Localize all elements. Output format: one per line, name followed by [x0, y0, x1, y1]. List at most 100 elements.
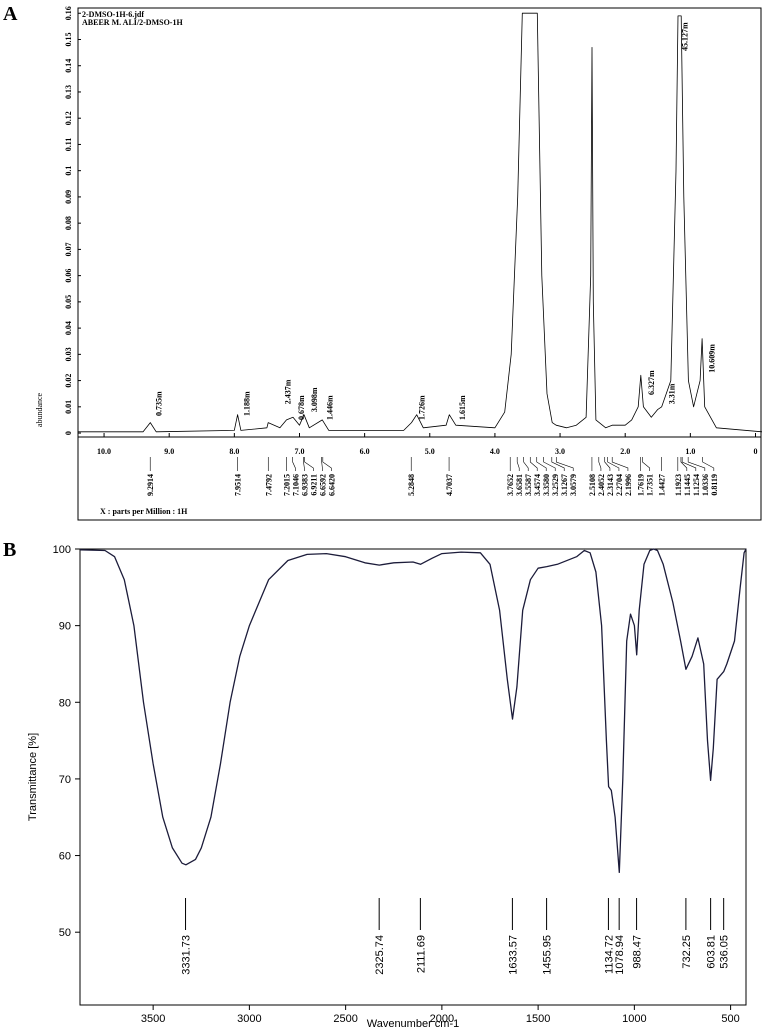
- y-tick-label: 0.13: [64, 85, 73, 99]
- x-tick-label: 500: [721, 1013, 739, 1025]
- peak-label: 732.25: [681, 935, 693, 969]
- integral-label: 3.31m: [668, 383, 677, 404]
- y-tick-label: 0.14: [64, 59, 73, 73]
- peak-label: 2.3143: [606, 474, 615, 496]
- peak-label: 4.7037: [445, 474, 454, 496]
- peak-label: 1.0336: [701, 474, 710, 496]
- y-tick-label: 50: [59, 927, 71, 939]
- x-tick-label: 9.0: [164, 447, 174, 456]
- peak-marker: [529, 457, 538, 471]
- peak-label: 1.7351: [646, 474, 655, 496]
- peak-marker: [555, 457, 574, 471]
- y-tick-label: 0.15: [64, 32, 73, 46]
- peak-label: 6.9211: [309, 474, 318, 496]
- plot-frame: [79, 548, 747, 1006]
- peak-label: 0.8119: [710, 474, 719, 496]
- panel-label: A: [3, 3, 18, 25]
- x-tick-label: 3500: [141, 1013, 165, 1025]
- x-axis-label: X : parts per Million : 1H: [100, 507, 188, 516]
- peak-label: 1.7619: [637, 474, 646, 496]
- peak-label: 2325.74: [374, 935, 386, 975]
- peak-label: 1.1923: [674, 474, 683, 496]
- x-axis-label: Wavenumber cm-1: [367, 1018, 460, 1030]
- spectrum-line: [78, 12, 762, 433]
- peak-label: 6.6420: [327, 474, 336, 496]
- x-tick-label: 3.0: [555, 447, 565, 456]
- peak-marker: [607, 457, 620, 471]
- x-tick-label: 5.0: [425, 447, 435, 456]
- peak-label: 6.9383: [300, 474, 309, 496]
- integral-label: 45.127m: [681, 22, 690, 51]
- peak-marker: [321, 457, 323, 471]
- x-tick-label: 8.0: [229, 447, 239, 456]
- peak-label: 988.47: [632, 935, 644, 969]
- y-tick-label: 0.05: [64, 295, 73, 309]
- peak-label: 2.2704: [615, 474, 624, 496]
- peak-label: 3.5587: [524, 474, 533, 496]
- peak-label: 6.6592: [318, 474, 327, 496]
- peak-label: 7.2015: [282, 474, 291, 496]
- peak-label: 3.4574: [533, 474, 542, 496]
- y-axis-label: abundance: [35, 392, 44, 427]
- peak-marker: [611, 457, 629, 471]
- peak-label: 1134.72: [603, 935, 615, 974]
- spectrum-line: [79, 548, 747, 874]
- integral-label: 1.726m: [418, 395, 427, 420]
- integral-label: 0.735m: [154, 391, 163, 416]
- peak-label: 3331.73: [181, 935, 193, 975]
- y-tick-label: 0.03: [64, 347, 73, 361]
- y-tick-label: 0.09: [64, 190, 73, 204]
- y-tick-label: 0.08: [64, 216, 73, 230]
- x-tick-label: 1.0: [685, 447, 695, 456]
- peak-label: 2.1996: [624, 474, 633, 496]
- peak-label: 3.6581: [515, 474, 524, 496]
- peak-label: 7.1046: [291, 474, 300, 496]
- y-tick-label: 70: [59, 774, 71, 786]
- peak-marker: [702, 457, 715, 471]
- peak-label: 7.9514: [234, 474, 243, 496]
- y-tick-label: 0.04: [64, 321, 73, 335]
- peak-label: 1633.57: [507, 935, 519, 975]
- integral-label: 10.609m: [707, 344, 716, 373]
- peak-marker: [642, 457, 651, 471]
- peak-label: 3.2529: [551, 474, 560, 496]
- peak-marker: [304, 457, 314, 471]
- integral-label: 3.098m: [310, 387, 319, 412]
- y-tick-label: 0.16: [64, 6, 73, 20]
- x-tick-label: 2000: [430, 1013, 454, 1025]
- peak-label: 3.7652: [506, 474, 515, 496]
- x-tick-label: 10.0: [97, 447, 111, 456]
- integral-label: 1.188m: [242, 391, 251, 416]
- y-tick-label: 90: [59, 621, 71, 633]
- peak-label: 1.1445: [683, 474, 692, 496]
- peak-label: 7.4792: [264, 474, 273, 496]
- y-tick-label: 0: [64, 431, 73, 435]
- x-tick-label: 3000: [237, 1013, 261, 1025]
- x-tick-label: 1000: [622, 1013, 646, 1025]
- peak-marker: [523, 457, 529, 471]
- x-tick-label: 2.0: [620, 447, 630, 456]
- chart-subtitle: ABEER M. ALI/2-DMSO-1H: [82, 18, 183, 27]
- peak-label: 9.2914: [146, 474, 155, 496]
- peak-marker: [687, 457, 706, 471]
- integral-label: 0.678m: [297, 395, 306, 420]
- peak-marker: [536, 457, 547, 471]
- peak-marker: [516, 457, 520, 471]
- integral-label: 2.437m: [283, 379, 292, 404]
- y-tick-label: 0.1: [64, 166, 73, 176]
- label-frame: [77, 436, 762, 521]
- peak-marker: [598, 457, 602, 471]
- peak-marker: [303, 457, 305, 471]
- panel-label: B: [3, 539, 16, 561]
- chart-title: 2-DMSO-1H-6.jdf: [82, 10, 144, 19]
- peak-label: 1078.94: [614, 935, 626, 975]
- integral-label: 6.327m: [647, 370, 656, 395]
- peak-label: 603.81: [706, 935, 718, 969]
- peak-marker: [680, 457, 688, 471]
- peak-label: 1455.95: [542, 935, 554, 975]
- y-tick-label: 80: [59, 697, 71, 709]
- integral-label: 1.615m: [458, 395, 467, 420]
- peak-label: 536.05: [719, 935, 731, 969]
- peak-label: 3.0579: [569, 474, 578, 496]
